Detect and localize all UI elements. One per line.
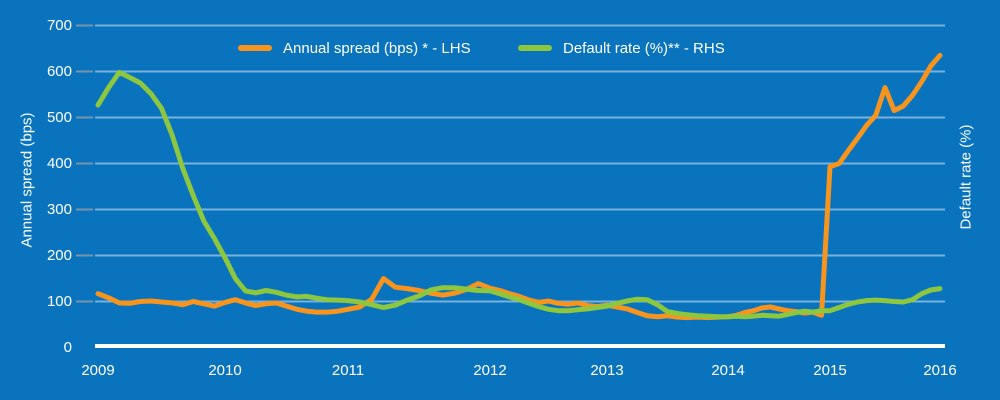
left-axis-title: Annual spread (bps) [18,112,36,248]
series-line-default-rate [95,69,943,320]
default-rate-line-swatch [518,45,552,51]
legend-item-default-rate: Default rate (%)** - RHS [518,39,725,57]
y-tick-label-200: 200 [46,246,72,264]
y-tick-label-100: 100 [46,292,72,310]
x-tick-label-2016: 2016 [923,362,957,379]
x-tick-label-2012: 2012 [473,362,507,379]
y-tick-label-500: 500 [46,108,72,126]
series-line-annual-spread [95,52,943,321]
annual-spread-line-swatch [238,45,272,51]
legend-item-annual-spread: Annual spread (bps) * - LHS [238,39,471,57]
legend-label-annual-spread: Annual spread (bps) * - LHS [283,39,471,57]
y-tick-label-400: 400 [46,154,72,172]
y-tick-label-700: 700 [46,16,72,34]
x-tick-label-2011: 2011 [331,362,365,379]
x-tick-label-2010: 2010 [208,362,242,379]
y-tick-label-0: 0 [63,338,72,356]
y-tick-label-300: 300 [46,200,72,218]
x-tick-label-2014: 2014 [711,362,745,379]
x-tick-label-2015: 2015 [813,362,847,379]
right-axis-title: Default rate (%) [957,124,975,230]
y-tick-label-600: 600 [46,62,72,80]
x-tick-label-2009: 2009 [81,362,115,379]
legend-label-default-rate: Default rate (%)** - RHS [563,39,725,57]
x-tick-label-2013: 2013 [590,362,624,379]
